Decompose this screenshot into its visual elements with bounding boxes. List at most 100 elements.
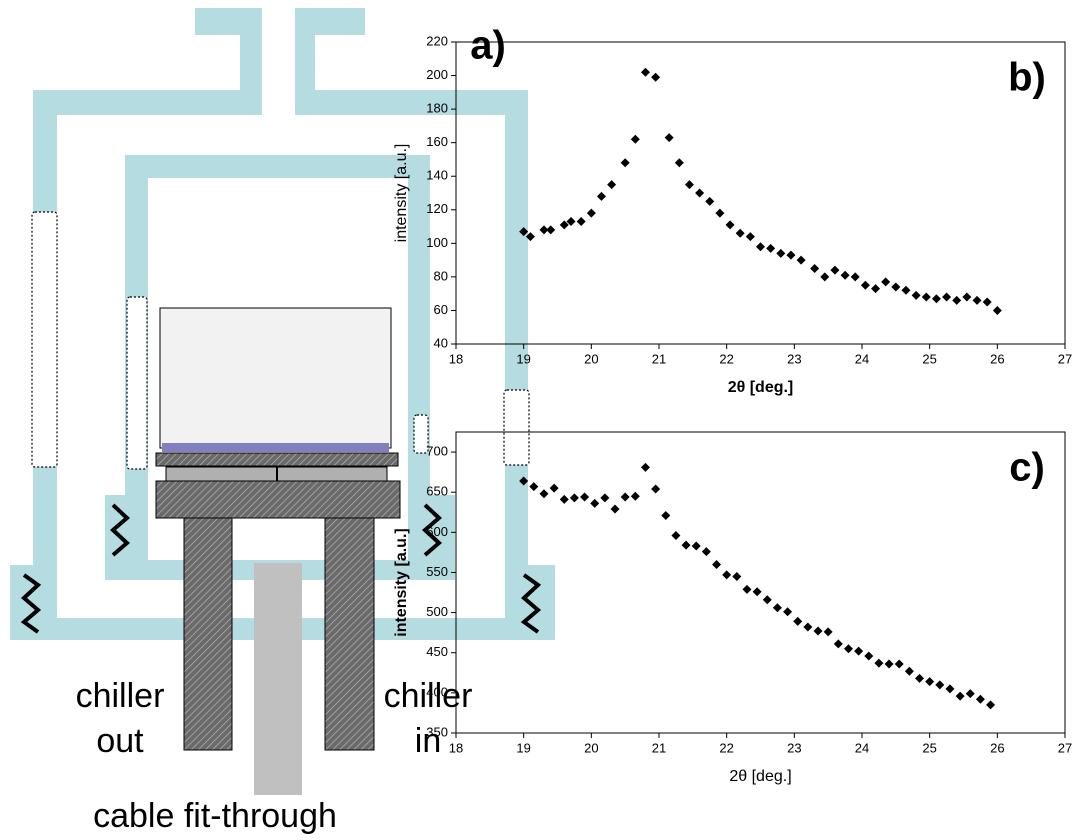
- data-point: [850, 272, 860, 282]
- data-point: [735, 228, 745, 238]
- data-point: [671, 531, 681, 541]
- data-point: [982, 297, 992, 307]
- data-point: [722, 570, 732, 580]
- data-point: [559, 494, 569, 504]
- data-point: [786, 250, 796, 260]
- y-tick-label: 450: [426, 644, 448, 659]
- data-point: [705, 196, 715, 206]
- data-point: [742, 584, 752, 594]
- data-point: [931, 294, 941, 304]
- data-point: [620, 158, 630, 168]
- data-point: [766, 243, 776, 253]
- data-point: [955, 691, 965, 701]
- data-point: [640, 462, 650, 472]
- data-point: [546, 225, 556, 235]
- chamber-diagram: [10, 8, 555, 795]
- x-tick-label: 26: [990, 740, 1004, 755]
- data-point: [620, 492, 630, 502]
- y-axis-label: intensity [a.u.]: [393, 144, 410, 243]
- data-point: [911, 290, 921, 300]
- data-point: [975, 694, 985, 704]
- x-tick-label: 18: [449, 351, 463, 366]
- data-point: [820, 272, 830, 282]
- data-point: [630, 134, 640, 144]
- data-point: [681, 540, 691, 550]
- data-point: [607, 180, 617, 190]
- data-point: [810, 264, 820, 273]
- data-point: [566, 217, 576, 227]
- panel-label: a): [470, 24, 506, 68]
- x-tick-label: 20: [584, 351, 598, 366]
- data-point: [935, 680, 945, 690]
- data-point: [661, 510, 671, 520]
- data-point: [630, 491, 640, 501]
- x-tick-label: 24: [855, 351, 869, 366]
- y-tick-label: 200: [426, 67, 448, 82]
- diagram-label: chiller: [76, 677, 165, 715]
- data-point: [942, 292, 952, 302]
- y-tick-label: 650: [426, 484, 448, 499]
- plot-frame: [455, 431, 1066, 734]
- data-point: [972, 295, 982, 305]
- data-point: [519, 227, 529, 237]
- y-tick-label: 180: [426, 101, 448, 116]
- data-point: [772, 603, 782, 613]
- x-tick-label: 22: [719, 351, 733, 366]
- data-point: [529, 482, 539, 492]
- y-tick-label: 80: [434, 268, 448, 283]
- data-point: [674, 158, 684, 168]
- data-point: [952, 295, 962, 305]
- data-point: [640, 67, 650, 77]
- y-tick-label: 350: [426, 724, 448, 739]
- data-point: [962, 292, 972, 302]
- x-tick-label: 21: [652, 740, 666, 755]
- data-point: [684, 180, 694, 190]
- plot-frame: [455, 41, 1066, 345]
- data-point: [840, 270, 850, 280]
- y-tick-label: 500: [426, 604, 448, 619]
- data-point: [823, 627, 833, 637]
- y-tick-label: 400: [426, 684, 448, 699]
- data-point: [894, 659, 904, 669]
- data-point: [904, 666, 914, 676]
- x-tick-label: 22: [719, 740, 733, 755]
- y-tick-label: 700: [426, 444, 448, 459]
- data-point: [803, 622, 813, 632]
- data-point: [752, 587, 762, 597]
- x-tick-label: 18: [449, 740, 463, 755]
- y-tick-label: 220: [426, 33, 448, 48]
- data-point: [732, 571, 742, 581]
- data-point: [539, 225, 549, 235]
- data-point: [725, 220, 735, 230]
- data-point: [925, 677, 935, 687]
- data-point: [651, 484, 661, 494]
- data-point: [965, 689, 975, 699]
- data-point: [776, 248, 786, 258]
- data-point: [833, 639, 843, 649]
- data-point: [871, 284, 881, 294]
- data-point: [793, 616, 803, 626]
- x-tick-label: 20: [584, 740, 598, 755]
- x-axis-label: 2θ [deg.]: [728, 379, 794, 396]
- data-point: [986, 700, 996, 710]
- data-point: [813, 626, 823, 636]
- data-point: [745, 232, 755, 242]
- data-point: [596, 191, 606, 201]
- panel-label: c): [1009, 446, 1045, 490]
- x-tick-label: 26: [990, 351, 1004, 366]
- data-point: [590, 498, 600, 508]
- data-point: [539, 489, 549, 499]
- data-point: [519, 476, 529, 486]
- data-point: [525, 232, 535, 242]
- data-point: [549, 483, 559, 493]
- data-point: [884, 659, 894, 669]
- x-tick-label: 27: [1058, 740, 1072, 755]
- y-tick-label: 40: [434, 335, 448, 350]
- y-tick-label: 100: [426, 235, 448, 250]
- data-point: [569, 493, 579, 503]
- panel-label: b): [1008, 56, 1046, 100]
- data-point: [901, 285, 911, 295]
- data-point: [783, 607, 793, 617]
- data-point: [860, 280, 870, 290]
